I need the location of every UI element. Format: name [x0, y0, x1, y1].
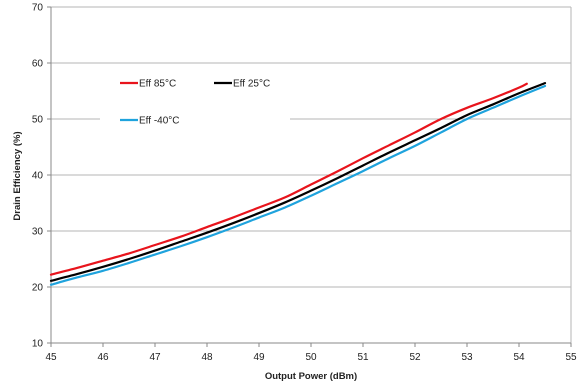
x-tick-label-51: 51	[357, 352, 369, 363]
y-axis: 10 20 30 40 50 60 70	[32, 3, 51, 350]
y-axis-title: Drain Efficiency (%)	[12, 131, 23, 220]
x-tick-label-54: 54	[513, 352, 525, 363]
y-tick-label-30: 30	[32, 227, 44, 238]
y-tick-label-70: 70	[32, 3, 44, 14]
x-tick-label-48: 48	[201, 352, 213, 363]
series-group	[49, 82, 547, 286]
x-tick-label-55: 55	[565, 352, 577, 363]
y-tick-label-20: 20	[32, 283, 44, 294]
x-tick-label-53: 53	[461, 352, 473, 363]
y-tick-label-50: 50	[32, 115, 44, 126]
x-tick-label-45: 45	[45, 352, 57, 363]
series-line-eff-25-c	[49, 82, 547, 282]
legend-label-eff-40-c: Eff -40°C	[139, 116, 180, 127]
x-axis-title: Output Power (dBm)	[265, 371, 357, 382]
y-tick-label-40: 40	[32, 171, 44, 182]
legend-box	[100, 64, 290, 132]
y-tick-label-10: 10	[32, 339, 44, 350]
series-line-eff-40-c	[49, 84, 547, 286]
x-tick-label-52: 52	[409, 352, 421, 363]
x-tick-label-50: 50	[305, 352, 317, 363]
y-tick-label-60: 60	[32, 59, 44, 70]
x-tick-label-49: 49	[253, 352, 265, 363]
x-axis: 45 46 47 48 49 50 51 52 53 54 55	[45, 343, 577, 363]
x-tick-label-47: 47	[149, 352, 161, 363]
x-tick-label-46: 46	[97, 352, 109, 363]
series-line-eff-85-c	[49, 82, 528, 276]
legend: Eff 85°C Eff 25°C Eff -40°C	[100, 64, 290, 132]
legend-label-eff-85-c: Eff 85°C	[139, 79, 176, 90]
legend-label-eff-25-c: Eff 25°C	[233, 79, 270, 90]
